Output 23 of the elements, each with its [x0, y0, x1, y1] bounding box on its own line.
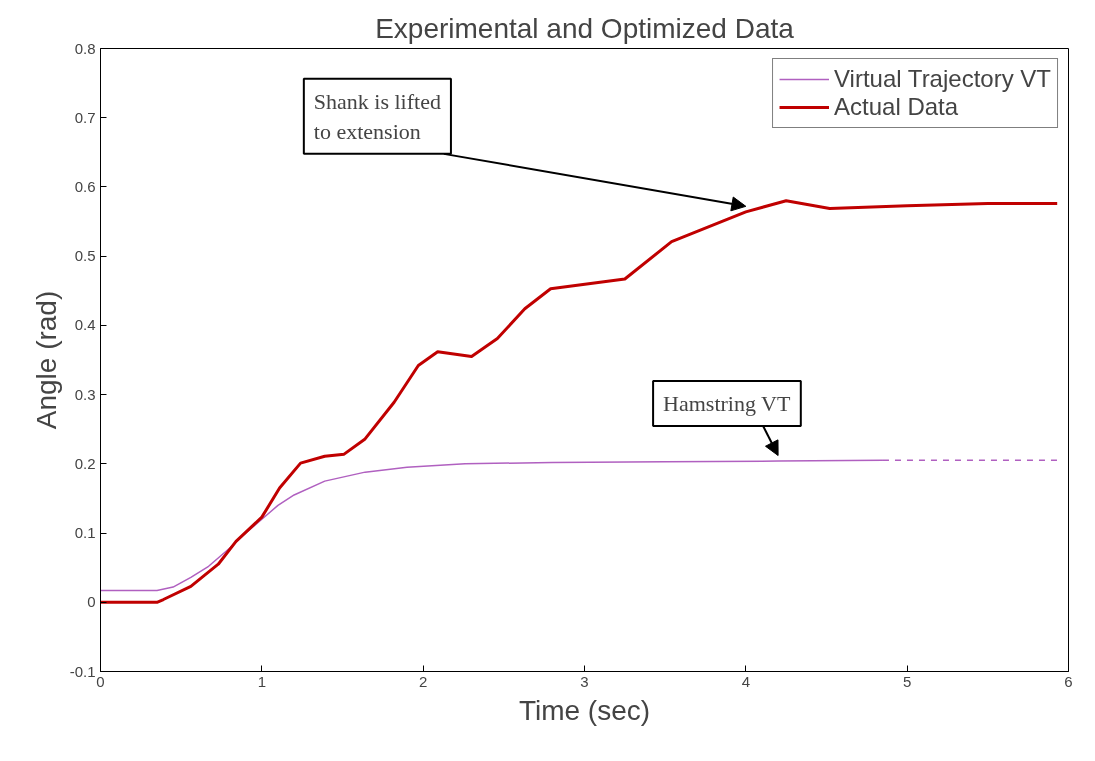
legend-label: Virtual Trajectory VT — [834, 65, 1051, 93]
x-tick-label: 3 — [580, 672, 589, 690]
x-tick-label: 4 — [741, 672, 751, 690]
x-tick-label: 6 — [1064, 672, 1073, 690]
y-axis-title: Angle (rad) — [30, 290, 62, 430]
x-axis-title: Time (sec) — [518, 694, 651, 726]
y-tick-label: 0.1 — [74, 524, 96, 542]
x-tick-label: 2 — [419, 672, 428, 690]
y-tick-label: 0.2 — [74, 454, 96, 472]
annotation: Hamstring VT — [663, 391, 791, 417]
y-tick-label: 0.6 — [74, 177, 96, 195]
y-tick-label: 0.3 — [74, 385, 96, 403]
y-tick-label: -0.1 — [69, 662, 96, 680]
chart-title: Experimental and Optimized Data — [375, 12, 795, 44]
annotation: Shank is lifted to extension — [313, 88, 441, 144]
x-tick-label: 5 — [903, 672, 912, 690]
y-tick-label: 0.8 — [74, 39, 96, 57]
y-tick-label: 0.5 — [74, 247, 96, 265]
legend-label: Actual Data — [834, 93, 959, 121]
y-tick-label: 0 — [87, 593, 96, 611]
x-tick-label: 1 — [257, 672, 267, 690]
y-tick-label: 0.7 — [74, 108, 96, 126]
y-tick-label: 0.4 — [74, 316, 96, 334]
